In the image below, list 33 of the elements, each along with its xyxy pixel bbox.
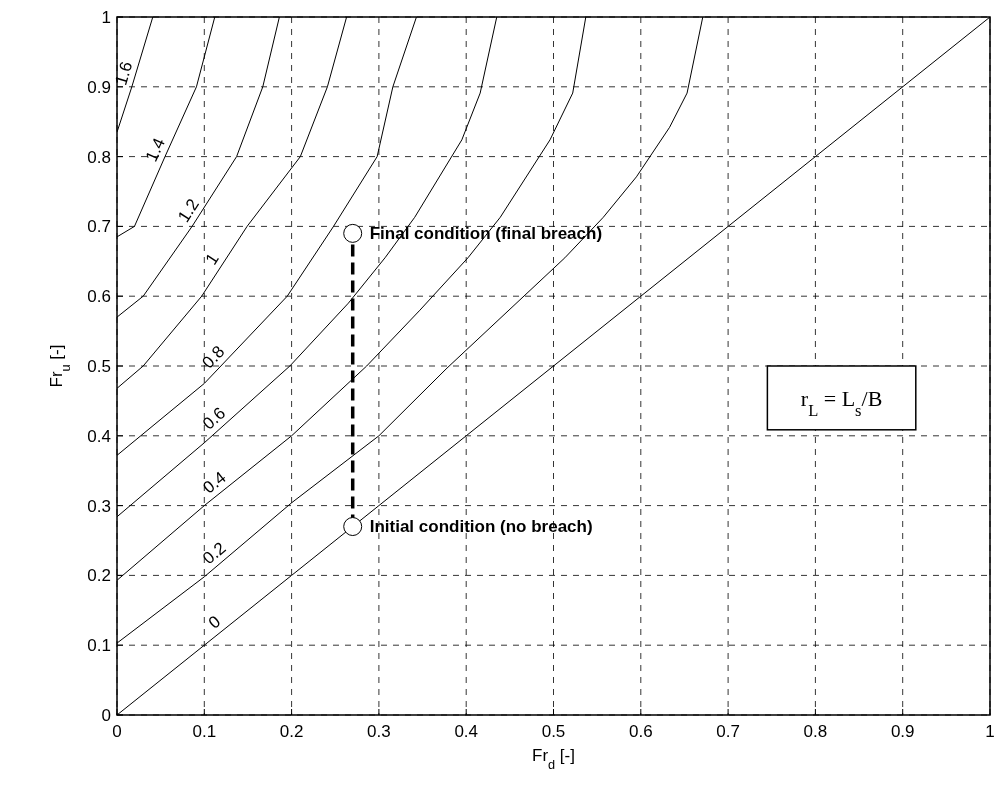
text: 0.6	[198, 403, 230, 434]
text: 0.8	[198, 342, 229, 373]
y-tick-label: 0.8	[87, 147, 111, 167]
x-tick-label: 0.1	[192, 722, 217, 741]
x-tick-label: 0.6	[628, 722, 653, 741]
annotation: r$_{L}$ = L$_{s}$/B	[800, 385, 883, 420]
x-tick-label: 1	[985, 722, 995, 741]
y-tick-label: 1	[101, 7, 111, 27]
x-axis-title: Fr$_{d}$ [-]	[532, 746, 575, 772]
annotation: Initial condition (no breach)	[369, 517, 593, 537]
x-tick-label: 0.4	[454, 722, 479, 741]
text: 1.2	[174, 195, 203, 226]
text: 0	[204, 611, 225, 633]
y-tick-label: 0.6	[87, 287, 111, 307]
x-tick-label: 0.2	[279, 722, 304, 741]
y-tick-label: 0.9	[87, 77, 111, 97]
y-tick-label: 0.1	[87, 636, 111, 656]
x-tick-label: 0.7	[716, 722, 740, 741]
x-tick-label: 0.8	[803, 722, 828, 741]
x-tick-label: 0.3	[367, 722, 391, 741]
text: 1.6	[111, 59, 137, 88]
y-tick-label: 0.4	[87, 426, 111, 446]
y-tick-label: 0.7	[87, 217, 111, 237]
text: 0.4	[199, 467, 230, 498]
y-tick-label: 0	[101, 705, 111, 725]
y-tick-label: 0.5	[87, 356, 111, 376]
x-tick-label: 0.5	[541, 722, 566, 741]
text: 1	[201, 249, 223, 269]
y-tick-label: 0.3	[87, 496, 111, 516]
y-tick-label: 0.2	[87, 566, 111, 586]
text: 0.2	[199, 538, 230, 569]
x-tick-label: 0.9	[890, 722, 915, 741]
text: 1.4	[141, 135, 169, 165]
